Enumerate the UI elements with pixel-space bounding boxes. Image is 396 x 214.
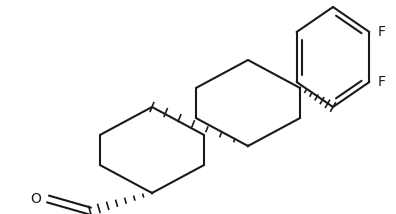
Text: F: F bbox=[377, 75, 385, 89]
Text: O: O bbox=[30, 192, 42, 206]
Text: F: F bbox=[377, 25, 385, 39]
